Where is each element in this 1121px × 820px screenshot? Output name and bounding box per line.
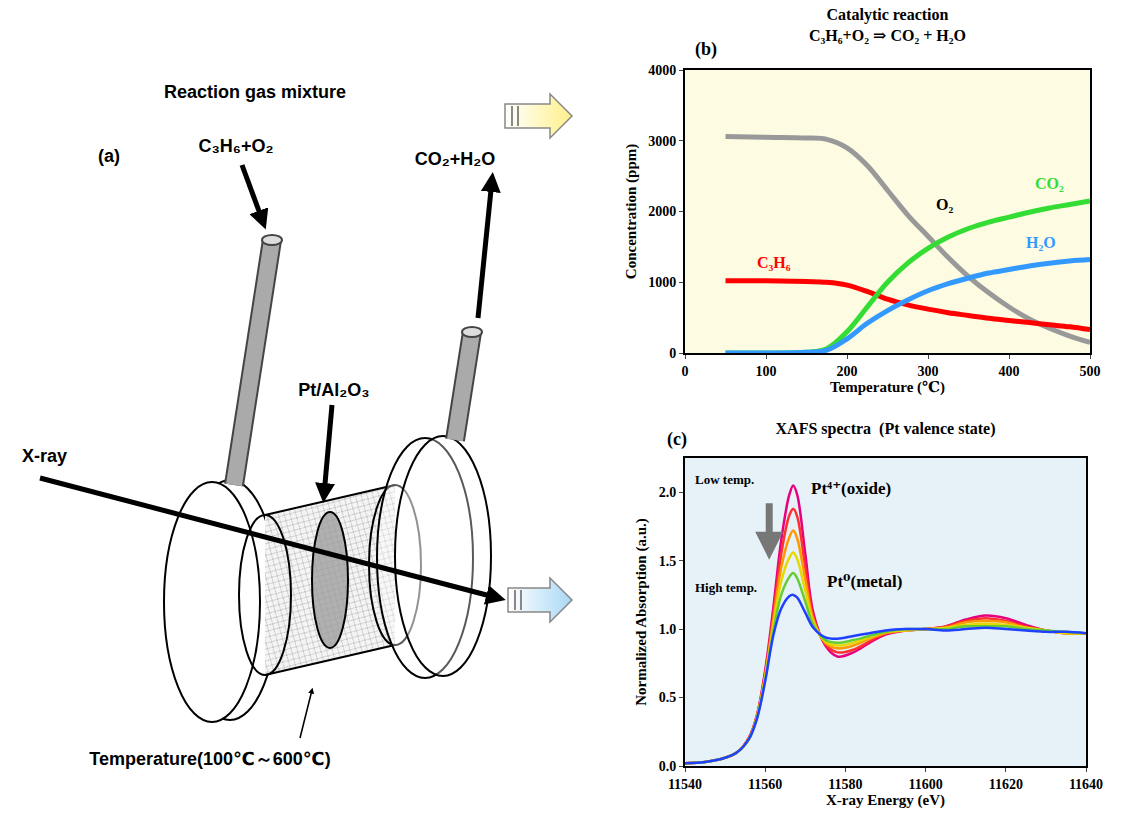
- svg-text:Pt⁴⁺(oxide): Pt⁴⁺(oxide): [811, 479, 891, 498]
- svg-text:11640: 11640: [1069, 777, 1103, 792]
- svg-text:CO₂+H₂O: CO₂+H₂O: [415, 149, 496, 169]
- svg-text:O₂: O₂: [936, 196, 953, 213]
- svg-text:1.5: 1.5: [659, 554, 677, 569]
- svg-text:Temperature(100℃～600℃): Temperature(100℃～600℃): [89, 749, 330, 769]
- svg-text:(c): (c): [667, 429, 687, 450]
- svg-text:XAFS spectra (Pt valence stat: XAFS spectra (Pt valence state): [776, 420, 996, 438]
- svg-text:Normalized Absorption (a.u.): Normalized Absorption (a.u.): [633, 518, 650, 706]
- svg-text:500: 500: [1080, 364, 1101, 379]
- svg-text:(a): (a): [98, 146, 120, 166]
- svg-text:100: 100: [756, 364, 777, 379]
- svg-text:0: 0: [669, 346, 676, 361]
- svg-text:H₂O: H₂O: [1026, 234, 1056, 251]
- svg-text:Low temp.: Low temp.: [695, 472, 754, 487]
- svg-text:C₃H₆+O₂: C₃H₆+O₂: [198, 136, 273, 156]
- svg-text:300: 300: [918, 364, 939, 379]
- svg-text:X-ray Energy (eV): X-ray Energy (eV): [826, 792, 945, 809]
- svg-text:X-ray: X-ray: [22, 446, 67, 466]
- svg-text:0: 0: [682, 364, 689, 379]
- svg-text:11600: 11600: [908, 777, 942, 792]
- svg-text:11620: 11620: [989, 777, 1023, 792]
- svg-text:0.5: 0.5: [659, 690, 677, 705]
- svg-text:400: 400: [999, 364, 1020, 379]
- svg-text:11580: 11580: [828, 777, 862, 792]
- svg-text:1000: 1000: [648, 275, 676, 290]
- svg-text:Reaction gas mixture: Reaction gas mixture: [164, 82, 346, 102]
- svg-text:Pt⁰(metal): Pt⁰(metal): [827, 572, 902, 591]
- svg-text:Catalytic reactionC₃H₆+O₂ ⇒ CO: Catalytic reactionC₃H₆+O₂ ⇒ CO₂ + H₂O: [809, 6, 966, 44]
- svg-text:200: 200: [837, 364, 858, 379]
- svg-text:2000: 2000: [648, 204, 676, 219]
- svg-text:2.0: 2.0: [659, 485, 677, 500]
- svg-text:0.0: 0.0: [659, 759, 677, 774]
- svg-text:11540: 11540: [668, 777, 702, 792]
- svg-text:C₃H₆: C₃H₆: [757, 254, 791, 271]
- svg-text:CO₂: CO₂: [1035, 175, 1064, 192]
- svg-text:1.0: 1.0: [659, 622, 677, 637]
- svg-text:3000: 3000: [648, 134, 676, 149]
- svg-text:11560: 11560: [748, 777, 782, 792]
- svg-text:(b): (b): [695, 39, 717, 60]
- svg-text:Concentration (ppm): Concentration (ppm): [623, 144, 640, 279]
- svg-text:Pt/Al₂O₃: Pt/Al₂O₃: [298, 380, 369, 400]
- svg-text:4000: 4000: [648, 63, 676, 78]
- svg-text:Temperature (℃): Temperature (℃): [830, 379, 945, 396]
- svg-text:High temp.: High temp.: [695, 580, 757, 595]
